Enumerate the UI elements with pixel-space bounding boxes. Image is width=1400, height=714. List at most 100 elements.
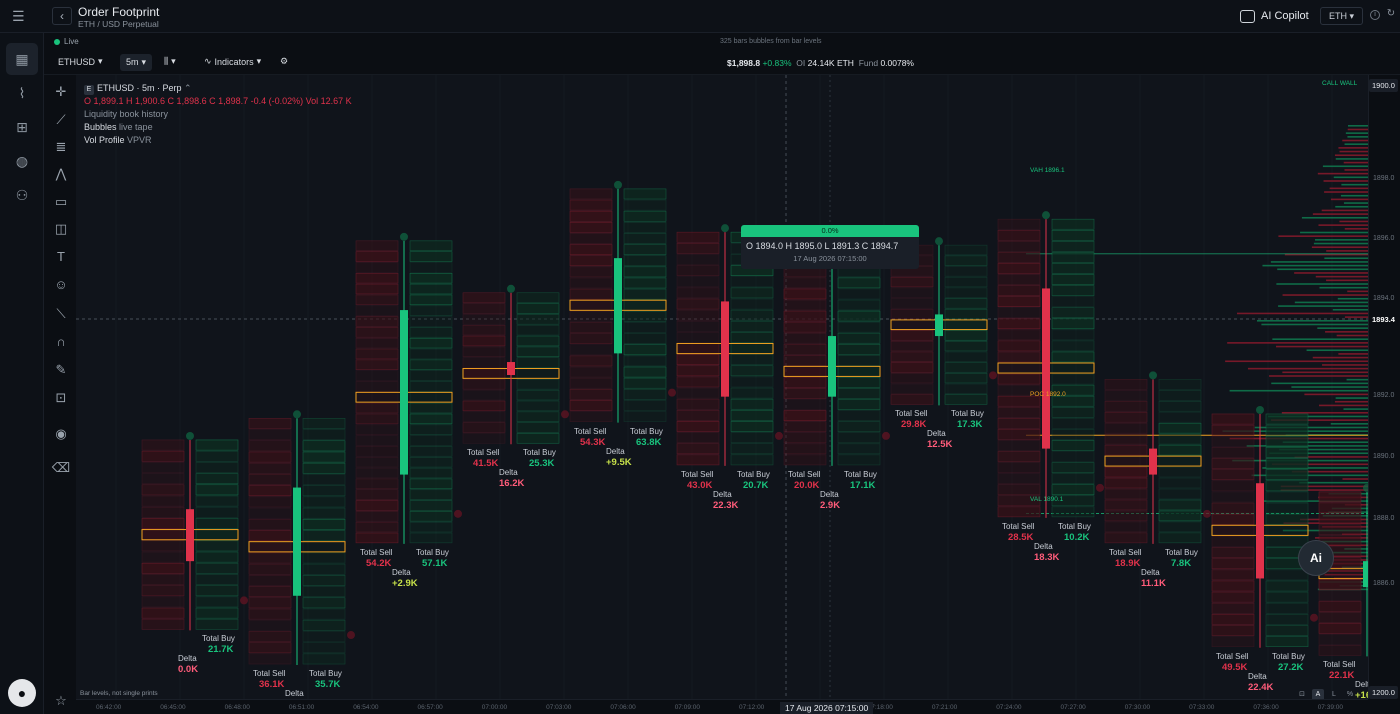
buy-cell (409, 305, 453, 316)
ai-copilot-button[interactable]: AI Copilot (1240, 8, 1309, 24)
symbol-selector[interactable]: ETHUSD ▾ (58, 56, 103, 67)
user-icon[interactable]: ⚇ (15, 187, 29, 203)
scale-log[interactable]: L (1332, 691, 1336, 698)
apps-icon[interactable]: ⊞ (16, 119, 28, 135)
trash-icon[interactable]: ⌫ (51, 460, 71, 475)
volume-profile-bar (1317, 327, 1368, 329)
asset-selector[interactable]: ETH ▾ (1320, 7, 1364, 25)
buy-cell (409, 327, 453, 338)
price-axis[interactable]: 1900.0 1898.0 1896.0 1894.0 1892.0 1890.… (1368, 75, 1400, 699)
sell-cell (355, 305, 399, 316)
total-buy-value: 7.8K (1171, 557, 1192, 569)
info-icon[interactable]: i (1370, 10, 1380, 20)
volume-profile-bar (1318, 224, 1368, 226)
sell-cell (997, 340, 1041, 352)
buy-cell (302, 417, 346, 429)
menu-icon[interactable]: ☰ (12, 8, 25, 24)
time-tick: 07:09:00 (674, 704, 700, 711)
sell-cell (1318, 491, 1362, 503)
buy-cell (623, 344, 667, 356)
trade-bubble (935, 237, 943, 246)
settings-gear-icon[interactable]: ⚙ (280, 56, 289, 66)
price-tick: 1894.0 (1373, 295, 1395, 302)
crosshair-icon[interactable]: ✛ (55, 84, 67, 99)
chevron-down-icon: ▾ (141, 57, 147, 67)
sell-cell (248, 552, 292, 564)
buy-cell (1051, 362, 1095, 374)
sell-cell (997, 307, 1041, 319)
ruler-icon[interactable]: ⟍ (56, 306, 66, 321)
back-button[interactable]: ‹ (52, 7, 72, 25)
sell-cell (997, 252, 1041, 263)
shapes-icon[interactable]: ◫ (54, 221, 68, 236)
buy-cell (837, 310, 881, 322)
sell-cell (997, 296, 1041, 307)
sell-cell (569, 255, 613, 267)
horizontal-lines-icon[interactable]: ≣ (55, 139, 67, 154)
eye-icon[interactable]: ◉ (55, 426, 67, 441)
scale-auto[interactable]: A (1312, 689, 1324, 701)
pencil-icon[interactable]: ✎ (55, 362, 67, 377)
legend-bubbles-label: Bubbles (84, 122, 117, 132)
sell-cell (141, 574, 185, 585)
emoji-icon[interactable]: ☺ (54, 277, 68, 292)
buy-cell (730, 276, 774, 288)
refresh-icon[interactable]: ↻ (1386, 8, 1396, 19)
time-axis[interactable]: 06:42:00 06:45:00 06:48:00 06:51:00 06:54:00… (76, 699, 1368, 714)
buy-cell (1051, 451, 1095, 462)
sell-cell (248, 563, 292, 575)
magnet-icon[interactable]: ∩ (56, 334, 66, 349)
total-sell-label: Total Sell (574, 426, 607, 436)
interval-selector[interactable]: 5m ▾ (120, 54, 153, 71)
buy-cell (1265, 491, 1309, 503)
trendline-icon[interactable]: ⟋ (56, 112, 66, 127)
buy-cell (837, 321, 881, 333)
buy-cell (623, 233, 667, 244)
delta-label: Delta (1141, 567, 1160, 577)
time-tick: 07:24:00 (996, 704, 1022, 711)
buy-cell (944, 244, 988, 256)
collapse-icon[interactable]: ⌃ (184, 83, 192, 93)
volume-profile-bar (1269, 375, 1368, 377)
legend-volprofile-value: VPVR (127, 135, 152, 145)
sell-cell (783, 321, 827, 333)
sell-cell (355, 251, 399, 262)
sell-cell (997, 218, 1041, 230)
volume-profile-bar (1346, 378, 1368, 381)
footprint-chart[interactable]: E ETHUSD · 5m · Perp ⌃ O 1,899.1 H 1,900.… (76, 75, 1368, 699)
buy-cell (837, 299, 881, 311)
star-icon[interactable]: ☆ (55, 693, 67, 708)
text-tool-icon[interactable]: T (57, 249, 65, 264)
volume-profile-bar (1301, 216, 1368, 219)
globe-icon[interactable]: ◍ (15, 153, 29, 169)
buy-cell (944, 362, 988, 373)
indicators-button[interactable]: ∿ Indicators ▾ (204, 56, 261, 67)
grid-apps-icon[interactable]: ▦ (6, 43, 38, 75)
price-tick: 1886.0 (1373, 580, 1395, 587)
rectangle-icon[interactable]: ▭ (54, 194, 68, 209)
pattern-icon[interactable]: ⋀ (55, 166, 67, 181)
tooltip-header: 0.0% (741, 225, 919, 237)
ai-copilot-label: AI Copilot (1261, 10, 1309, 22)
sell-cell (141, 529, 185, 541)
total-sell-value: 41.5K (473, 458, 499, 470)
buy-cell (623, 311, 667, 322)
sell-cell (1104, 433, 1148, 445)
lock-scale-icon[interactable]: ⊡ (1299, 691, 1305, 698)
scale-percent[interactable]: % (1346, 691, 1354, 698)
sell-cell (462, 422, 506, 433)
buy-cell (409, 413, 453, 425)
signal-icon[interactable]: ⌇ (18, 85, 26, 101)
sell-cell (676, 376, 720, 388)
chevron-down-icon: ▾ (98, 56, 103, 66)
chart-type-selector[interactable]: ⫼ ▾ (164, 56, 176, 67)
buy-cell (944, 394, 988, 405)
avatar[interactable]: ● (8, 679, 36, 707)
lock-icon[interactable]: ⊡ (55, 390, 67, 405)
legend-ohlc: O 1,899.1 H 1,900.6 C 1,898.6 C 1,898.7 … (84, 96, 352, 106)
sell-cell (997, 395, 1041, 407)
ai-assistant-button[interactable]: Ai (1298, 540, 1334, 576)
legend-liquidity[interactable]: Liquidity book history (84, 109, 169, 119)
buy-cell (302, 597, 346, 609)
sell-cell (355, 402, 399, 414)
